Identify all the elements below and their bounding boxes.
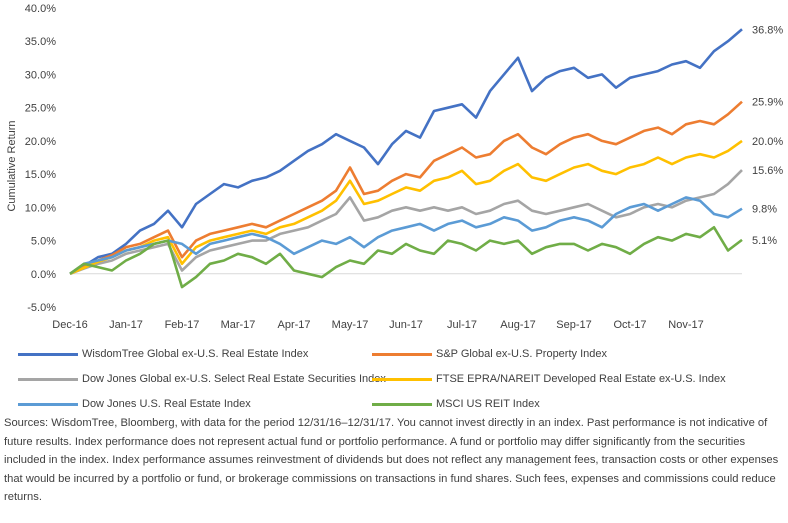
legend-swatch [372,377,432,381]
series-end-label: 20.0% [752,136,783,148]
series-line [69,196,743,275]
y-tick-label: 15.0% [25,169,56,181]
legend-swatch [18,402,78,406]
series-lines [69,28,743,289]
line-chart: -5.0% 0.0% 5.0% 10.0% 15.0% 20.0% 25.0% 30.0% 35… [6,3,783,331]
legend-item: MSCI US REIT Index [372,396,540,412]
y-tick-label: 25.0% [25,103,56,115]
y-tick-label: -5.0% [27,302,56,314]
series-end-label: 5.1% [752,235,777,247]
x-tick-label: Dec-16 [52,319,87,331]
x-tick-label: Jun-17 [389,319,423,331]
series-line [69,28,743,275]
series-line [69,169,743,276]
x-tick-label: Feb-17 [165,319,200,331]
series-end-labels: 36.8% 25.9% 15.6% 20.0% 9.8% 5.1% [752,24,783,247]
legend-label: MSCI US REIT Index [436,398,540,410]
legend-swatch [372,402,432,406]
y-tick-label: 10.0% [25,202,56,214]
y-tick-label: 35.0% [25,36,56,48]
legend-label: Dow Jones U.S. Real Estate Index [82,398,251,410]
x-axis-tick-labels: Dec-16 Jan-17 Feb-17 Mar-17 Apr-17 May-17 Jun-… [52,319,703,331]
x-tick-label: Sep-17 [556,319,591,331]
y-axis-title: Cumulative Return [6,120,18,211]
series-line [69,100,743,275]
legend-item: S&P Global ex-U.S. Property Index [372,346,607,362]
legend: WisdomTree Global ex-U.S. Real Estate In… [0,343,788,415]
y-tick-label: 20.0% [25,136,56,148]
legend-item: WisdomTree Global ex-U.S. Real Estate In… [18,346,308,362]
x-tick-label: Apr-17 [277,319,310,331]
legend-item: Dow Jones Global ex-U.S. Select Real Est… [18,371,386,387]
y-tick-label: 30.0% [25,69,56,81]
series-line [69,139,743,275]
series-end-label: 9.8% [752,204,777,216]
legend-item: Dow Jones U.S. Real Estate Index [18,396,251,412]
x-tick-label: May-17 [332,319,369,331]
series-line [69,226,743,289]
legend-swatch [18,377,78,381]
legend-label: FTSE EPRA/NAREIT Developed Real Estate e… [436,373,726,385]
x-tick-label: Nov-17 [668,319,703,331]
legend-label: S&P Global ex-U.S. Property Index [436,348,607,360]
y-tick-label: 0.0% [31,269,56,281]
legend-label: WisdomTree Global ex-U.S. Real Estate In… [82,348,309,360]
y-tick-label: 5.0% [31,236,56,248]
x-tick-label: Jan-17 [109,319,143,331]
x-tick-label: Oct-17 [613,319,646,331]
series-end-label: 15.6% [752,165,783,177]
x-tick-label: Jul-17 [447,319,477,331]
series-end-label: 25.9% [752,97,783,109]
legend-label: Dow Jones Global ex-U.S. Select Real Est… [82,373,386,385]
y-axis-tick-labels: -5.0% 0.0% 5.0% 10.0% 15.0% 20.0% 25.0% 30.0% 35… [25,3,56,314]
legend-swatch [18,352,78,356]
source-footnote: Sources: WisdomTree, Bloomberg, with dat… [4,417,779,504]
series-end-label: 36.8% [752,24,783,36]
x-tick-label: Aug-17 [500,319,535,331]
legend-swatch [372,352,432,356]
y-tick-label: 40.0% [25,3,56,15]
legend-item: FTSE EPRA/NAREIT Developed Real Estate e… [372,371,726,387]
x-tick-label: Mar-17 [221,319,256,331]
